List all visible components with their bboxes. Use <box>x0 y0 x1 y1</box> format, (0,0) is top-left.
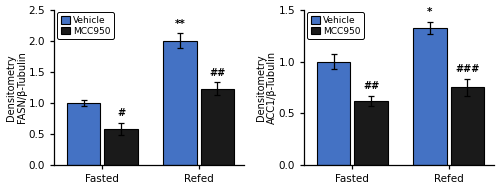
Text: **: ** <box>174 19 186 28</box>
Bar <box>104 129 138 165</box>
Legend: Vehicle, MCC950: Vehicle, MCC950 <box>57 12 114 39</box>
Text: ##: ## <box>210 68 226 78</box>
Text: ##: ## <box>363 81 380 91</box>
Bar <box>200 89 234 165</box>
Legend: Vehicle, MCC950: Vehicle, MCC950 <box>307 12 364 39</box>
Bar <box>316 62 350 165</box>
Y-axis label: Densitometry
ACC1/β-Tubulin: Densitometry ACC1/β-Tubulin <box>256 51 277 124</box>
Text: #: # <box>117 108 125 118</box>
Text: *: * <box>427 7 432 17</box>
Y-axis label: Densitometry
FASN/β-Tubulin: Densitometry FASN/β-Tubulin <box>6 51 27 124</box>
Bar <box>354 101 388 165</box>
Bar <box>450 87 484 165</box>
Bar <box>163 41 197 165</box>
Bar <box>413 28 447 165</box>
Bar <box>66 103 100 165</box>
Text: ###: ### <box>456 64 479 74</box>
